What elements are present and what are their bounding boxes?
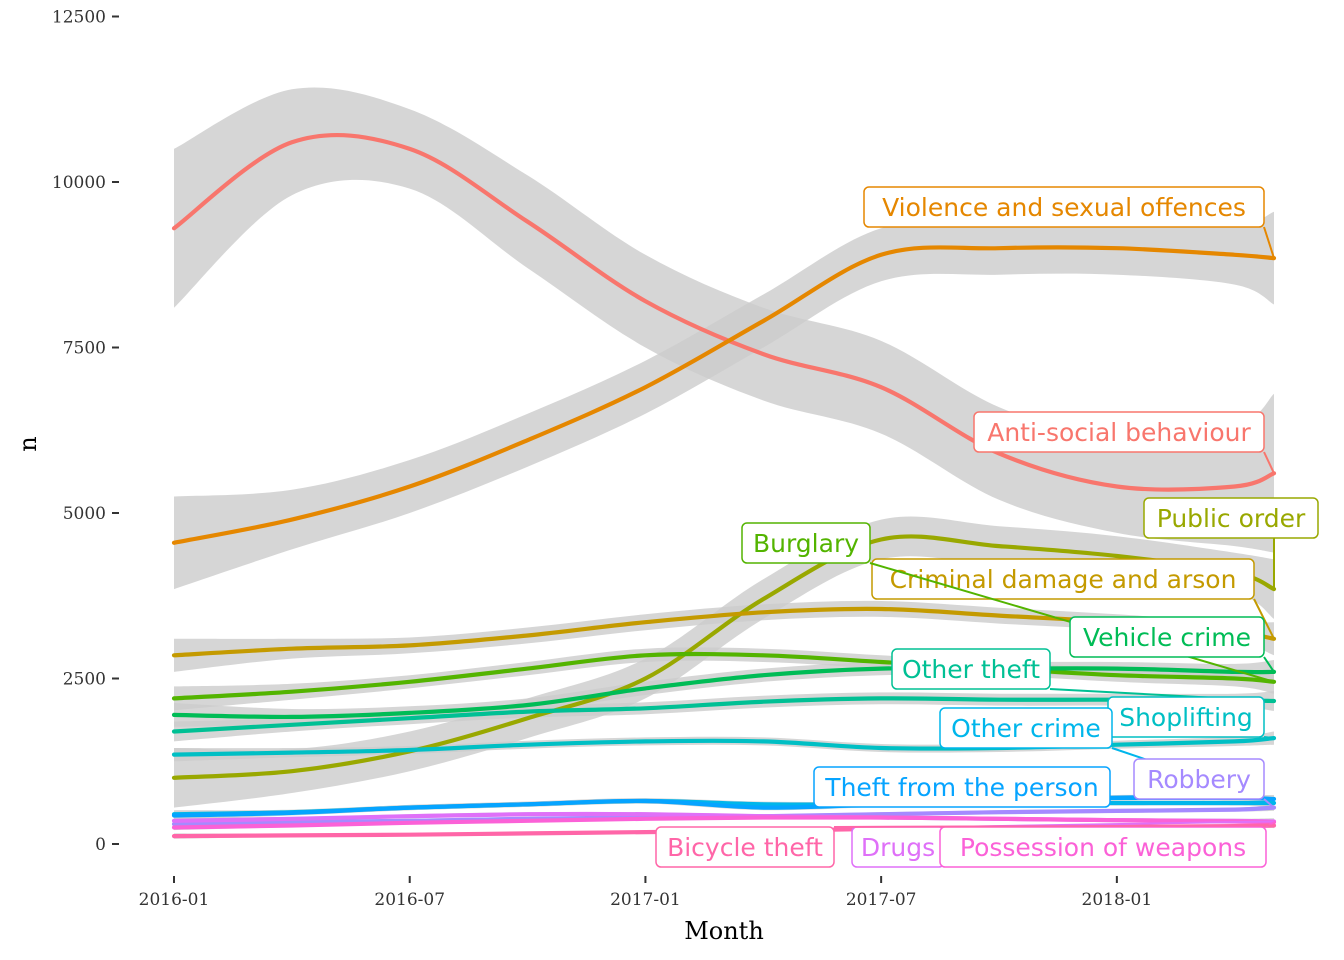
label-violence-and-sexual-offences: Violence and sexual offences — [863, 186, 1275, 259]
leader-line — [1263, 736, 1275, 740]
label-box — [939, 707, 1113, 749]
line-public-order — [171, 534, 1277, 780]
y-tick-label: 7500 — [63, 339, 106, 359]
series-label: Possession of weapons — [960, 833, 1246, 862]
series-label: Criminal damage and arson — [890, 565, 1237, 594]
label-other-crime: Other crime — [939, 707, 1275, 804]
line-theft-from-the-person — [171, 795, 1277, 818]
y-tick-label: 5000 — [63, 504, 106, 524]
label-box — [973, 411, 1265, 453]
label-box — [655, 826, 835, 868]
series-label: Public order — [1157, 504, 1306, 533]
y-tick-label: 12500 — [52, 8, 106, 28]
leader-line — [1263, 226, 1275, 259]
label-box — [813, 766, 1111, 808]
leader-line — [1253, 598, 1275, 640]
label-shoplifting: Shoplifting — [1107, 696, 1275, 740]
series-label: Bicycle theft — [667, 833, 823, 862]
y-axis: 0 2500 5000 7500 10000 12500 — [52, 8, 119, 855]
leader-line — [1263, 656, 1275, 673]
series-label: Vehicle crime — [1083, 623, 1251, 652]
band-criminal-damage-and-arson — [174, 600, 1274, 672]
series-label: Other theft — [902, 655, 1040, 684]
label-possession-of-weapons: Possession of weapons — [939, 821, 1275, 868]
series-label: Shoplifting — [1119, 703, 1253, 732]
series-label: Anti-social behaviour — [987, 418, 1251, 447]
band-public-order — [174, 516, 1274, 808]
series-label: Theft from the person — [824, 773, 1098, 802]
series-labels: Anti-social behaviour Violence and sexual… — [655, 186, 1319, 868]
line-shoplifting — [171, 736, 1277, 757]
label-bicycle-theft: Bicycle theft — [655, 824, 1275, 868]
label-public-order: Public order — [1143, 497, 1319, 590]
x-axis: 2016-01 2016-07 2017-01 2017-07 2018-01 — [139, 876, 1152, 910]
line-possession-of-weapons — [171, 815, 1277, 830]
y-tick-label: 2500 — [63, 670, 106, 690]
label-theft-from-the-person: Theft from the person — [813, 766, 1274, 808]
label-box — [891, 648, 1051, 690]
leader-line — [1263, 451, 1275, 474]
x-tick-label: 2016-07 — [374, 890, 445, 910]
x-tick-label: 2018-01 — [1082, 890, 1153, 910]
series-label: Burglary — [753, 529, 859, 558]
series-label: Other crime — [951, 714, 1101, 743]
y-tick-label: 0 — [95, 835, 106, 855]
label-box — [741, 522, 871, 564]
label-vehicle-crime: Vehicle crime — [1069, 616, 1275, 673]
leader-line — [833, 824, 1275, 828]
label-box — [871, 558, 1255, 600]
x-tick-label: 2016-01 — [139, 890, 210, 910]
series-label: Violence and sexual offences — [882, 193, 1246, 222]
y-tick-label: 10000 — [52, 173, 106, 193]
line-vehicle-crime — [171, 666, 1277, 720]
leader-line — [1263, 798, 1275, 809]
series-label: Robbery — [1147, 765, 1251, 794]
y-axis-title: n — [14, 436, 42, 451]
label-anti-social-behaviour: Anti-social behaviour — [973, 411, 1275, 474]
line-violence-and-sexual-offences — [171, 245, 1277, 545]
label-criminal-damage-and-arson: Criminal damage and arson — [871, 558, 1275, 640]
line-anti-social-behaviour — [171, 133, 1277, 492]
band-violence-and-sexual-offences — [174, 211, 1274, 590]
band-other-theft — [174, 691, 1274, 742]
label-box — [1143, 497, 1319, 539]
x-tick-label: 2017-01 — [610, 890, 681, 910]
label-drugs: Drugs — [851, 820, 1275, 868]
series-label: Drugs — [861, 833, 935, 862]
x-tick-label: 2017-07 — [846, 890, 917, 910]
x-axis-title: Month — [684, 917, 764, 945]
line-burglary — [171, 651, 1277, 701]
label-box — [1069, 616, 1265, 658]
label-other-theft: Other theft — [891, 648, 1275, 703]
label-robbery: Robbery — [1133, 758, 1275, 809]
label-box — [1133, 758, 1265, 800]
label-box — [863, 186, 1265, 228]
